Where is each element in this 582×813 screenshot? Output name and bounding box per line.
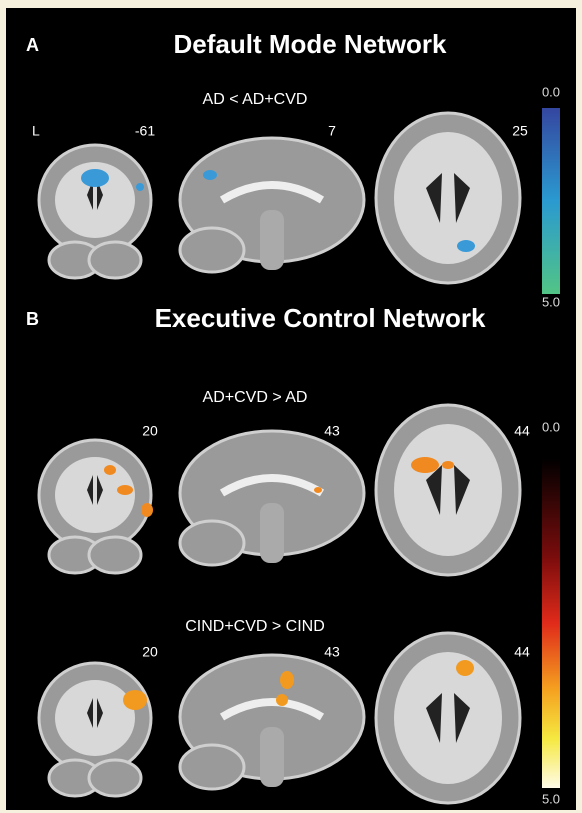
colorbar-min: 0.0: [542, 84, 560, 99]
contrast-label: AD < AD+CVD: [203, 91, 308, 108]
panel-title: Executive Control Network: [155, 303, 486, 333]
page: html, body { margin: 0; padding: 0; widt…: [0, 0, 582, 813]
panel-label: B: [26, 309, 39, 329]
slice-label: -61: [135, 123, 155, 139]
brain-image: [376, 405, 520, 575]
slice-label: 44: [514, 423, 530, 439]
contrast-label: CIND+CVD > CIND: [185, 618, 325, 635]
colorbar-max: 5.0: [542, 791, 560, 806]
panel-title: Default Mode Network: [173, 29, 447, 59]
slice-label: 20: [142, 423, 158, 439]
panel-label: A: [26, 35, 39, 55]
side-label: L: [32, 123, 40, 139]
brain-image: [39, 440, 151, 573]
brain-image: [376, 633, 520, 803]
colorbar: [542, 458, 560, 788]
slice-label: 20: [142, 644, 158, 660]
slice-label: 44: [514, 644, 530, 660]
body: {"panel_a": {"label": "A", "title": "Def…: [0, 0, 582, 813]
contrast-label: AD+CVD > AD: [203, 389, 308, 406]
colorbar: [542, 108, 560, 294]
brain-image: [376, 113, 520, 283]
colorbar-max: 5.0: [542, 294, 560, 309]
slice-label: 43: [324, 423, 340, 439]
slice-label: 25: [512, 123, 528, 139]
colorbar-min: 0.0: [542, 419, 560, 434]
brain-image: [39, 145, 151, 278]
slice-label: 7: [328, 123, 336, 139]
slice-label: 43: [324, 644, 340, 660]
brain-image: [39, 663, 151, 796]
figure: A Default Mode Network AD < AD+CVD L -61…: [0, 0, 582, 813]
